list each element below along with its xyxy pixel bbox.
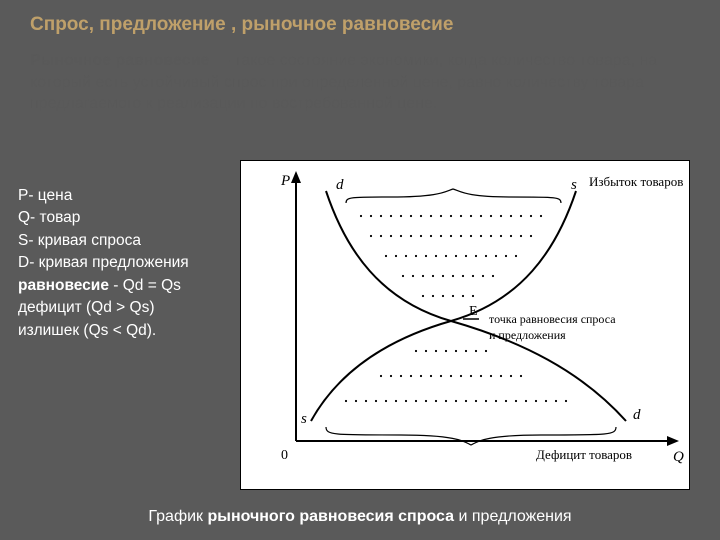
top-brace: [346, 189, 561, 203]
legend-line-p: P- цена: [18, 185, 189, 207]
definition-bold: Рыночное равновесие: [30, 52, 209, 69]
y-axis-arrow-icon: [291, 171, 301, 183]
origin-label: 0: [281, 448, 288, 463]
s-label-top: s: [571, 177, 577, 193]
dot-region: [345, 215, 567, 402]
caption-bold: рыночного равновесия спроса: [208, 508, 455, 525]
legend-line-deficit: дефицит (Qd > Qs): [18, 297, 189, 319]
axis-label-q: Q: [673, 449, 684, 465]
deficit-label: Дефицит товаров: [536, 447, 632, 462]
legend-line-d: D- кривая предложения: [18, 252, 189, 274]
legend-line-s: S- кривая спроса: [18, 230, 189, 252]
legend-line-surplus: излишек (Qs < Qd).: [18, 320, 189, 342]
caption-post: и предложения: [454, 508, 572, 525]
equilibrium-text-1: точка равновесия спроса: [489, 312, 616, 326]
caption-pre: График: [148, 508, 207, 525]
definition-text: Рыночное равновесие — такое состояние эк…: [0, 44, 720, 119]
d-label-top: d: [336, 177, 344, 193]
axis-label-p: P: [280, 173, 290, 189]
supply-demand-chart: P Q 0 E d s s d Избыток товаров Дефицит …: [241, 161, 691, 491]
chart-caption: График рыночного равновесия спроса и пре…: [0, 508, 720, 526]
x-axis-arrow-icon: [667, 436, 679, 446]
legend-line-equilibrium: равновесие - Qd = Qs: [18, 275, 189, 297]
legend-line-q: Q- товар: [18, 207, 189, 229]
page-title: Спрос, предложение , рыночное равновесие: [0, 0, 720, 44]
s-label-bottom: s: [301, 411, 307, 427]
equilibrium-label-e: E: [469, 304, 478, 319]
supply-curve: [311, 191, 576, 421]
legend-block: P- цена Q- товар S- кривая спроса D- кри…: [18, 185, 189, 342]
bottom-brace: [326, 427, 616, 445]
equilibrium-text-2: и предложения: [489, 328, 566, 342]
d-label-bottom: d: [633, 407, 641, 423]
chart-container: P Q 0 E d s s d Избыток товаров Дефицит …: [240, 160, 690, 490]
surplus-label: Избыток товаров: [589, 174, 683, 189]
